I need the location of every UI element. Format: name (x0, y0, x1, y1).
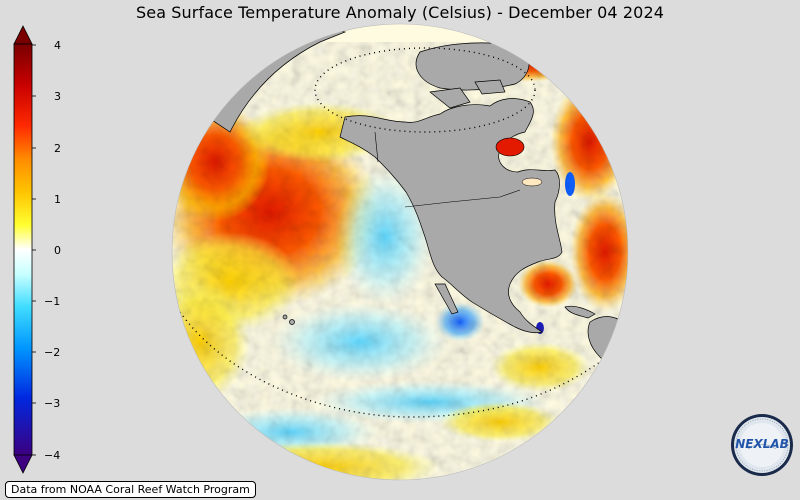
colorbar-tick-label: 0 (54, 244, 61, 257)
arctic-circle-line (314, 47, 536, 133)
colorbar-tick-label: 1 (54, 193, 61, 206)
globe-map[interactable] (170, 22, 630, 482)
colorbar-tick-label: 3 (54, 90, 61, 103)
colorbar: 4 3 2 1 0 −1 −2 −3 −4 (12, 24, 72, 476)
logo-text: NEXLAB (735, 437, 789, 451)
nexlab-logo-icon: NEXLAB (731, 414, 793, 476)
colorbar-tick-label: −2 (44, 346, 61, 359)
colorbar-tick-label: −1 (44, 295, 61, 308)
colorbar-tick-label: −4 (44, 449, 61, 462)
colorbar-tick-label: 4 (54, 39, 61, 52)
map-title: Sea Surface Temperature Anomaly (Celsius… (136, 3, 664, 22)
colorbar-gradient (13, 25, 36, 474)
data-source-label: Data from NOAA Coral Reef Watch Program (5, 481, 256, 498)
colorbar-tick-label: −3 (44, 397, 61, 410)
colorbar-tick-label: 2 (54, 142, 61, 155)
